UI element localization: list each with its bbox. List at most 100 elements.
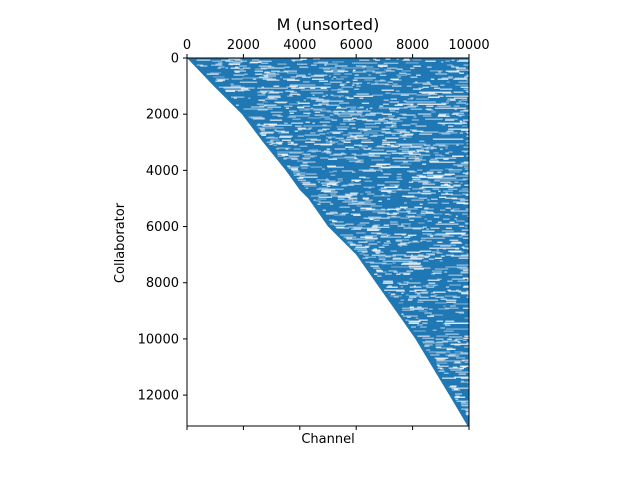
sparse-gap xyxy=(420,240,423,242)
sparse-gap xyxy=(296,173,301,175)
sparse-gap xyxy=(230,67,240,69)
sparse-gap xyxy=(454,351,463,353)
sparse-gap xyxy=(375,251,384,253)
sparse-gap xyxy=(383,281,394,283)
sparse-gap xyxy=(436,358,446,360)
sparse-gap xyxy=(452,366,458,368)
sparse-gap xyxy=(412,88,421,90)
sparse-gap xyxy=(260,62,269,64)
sparse-gap xyxy=(366,208,376,210)
sparse-gap xyxy=(281,131,289,133)
sparse-gap xyxy=(285,107,290,109)
sparse-gap xyxy=(459,121,466,123)
sparse-gap xyxy=(310,92,324,94)
sparse-gap xyxy=(383,173,392,175)
sparse-gap xyxy=(350,108,356,110)
sparse-gap xyxy=(450,369,462,371)
sparse-gap xyxy=(422,115,432,117)
sparse-gap xyxy=(311,78,325,80)
sparse-gap xyxy=(407,170,415,172)
sparse-gap xyxy=(435,344,444,346)
sparse-gap xyxy=(259,76,269,78)
sparse-gap xyxy=(466,79,469,81)
sparse-gap xyxy=(387,198,391,200)
sparse-gap xyxy=(332,95,344,97)
sparse-gap xyxy=(298,179,306,181)
sparse-gap xyxy=(392,79,402,81)
sparse-gap xyxy=(465,131,468,133)
sparse-gap xyxy=(467,215,469,217)
sparse-gap xyxy=(467,171,469,173)
sparse-gap xyxy=(378,107,408,109)
sparse-gap xyxy=(402,315,418,317)
sparse-gap xyxy=(303,125,332,127)
sparse-gap xyxy=(314,143,333,145)
sparse-gap xyxy=(430,158,438,160)
sparse-gap xyxy=(431,111,436,113)
sparse-gap xyxy=(344,193,358,195)
sparse-gap xyxy=(297,128,311,130)
sparse-gap xyxy=(456,144,459,146)
sparse-gap xyxy=(465,75,469,77)
sparse-gap xyxy=(399,72,407,74)
sparse-gap xyxy=(375,269,382,271)
sparse-gap xyxy=(351,228,362,230)
sparse-gap xyxy=(462,277,469,279)
sparse-gap xyxy=(460,162,469,164)
sparse-gap xyxy=(425,284,439,286)
sparse-gap xyxy=(391,152,413,154)
sparse-gap xyxy=(270,139,280,141)
sparse-gap xyxy=(285,90,294,92)
sparse-gap xyxy=(453,164,469,166)
sparse-gap xyxy=(407,299,413,301)
sparse-gap xyxy=(296,101,300,103)
sparse-gap xyxy=(348,197,358,199)
sparse-gap xyxy=(422,190,431,192)
sparse-gap xyxy=(403,58,410,60)
sparse-gap xyxy=(463,337,469,339)
sparse-gap xyxy=(409,171,417,173)
sparse-gap xyxy=(299,66,309,68)
sparse-gap xyxy=(329,154,343,156)
sparse-gap xyxy=(294,139,307,141)
sparse-gap xyxy=(437,105,451,107)
sparse-gap xyxy=(412,240,418,242)
sparse-gap xyxy=(353,69,356,71)
sparse-gap xyxy=(419,154,431,156)
sparse-gap xyxy=(356,205,362,207)
sparse-gap xyxy=(382,113,392,115)
sparse-gap xyxy=(420,326,427,328)
sparse-gap xyxy=(399,113,407,115)
sparse-gap xyxy=(331,69,345,71)
sparse-gap xyxy=(289,84,316,86)
sparse-gap xyxy=(418,87,424,89)
sparse-gap xyxy=(259,132,274,134)
sparse-gap xyxy=(357,250,368,252)
sparse-gap xyxy=(442,340,460,342)
sparse-gap xyxy=(280,76,283,78)
sparse-gap xyxy=(456,357,466,359)
sparse-gap xyxy=(287,95,293,97)
sparse-gap xyxy=(351,127,356,129)
sparse-gap xyxy=(284,66,290,68)
sparse-gap xyxy=(429,247,460,249)
sparse-gap xyxy=(368,187,371,189)
sparse-gap xyxy=(381,190,392,192)
sparse-gap xyxy=(330,114,334,116)
sparse-gap xyxy=(437,115,450,117)
sparse-gap xyxy=(445,118,458,120)
sparse-gap xyxy=(332,184,339,186)
sparse-gap xyxy=(435,143,464,145)
sparse-gap xyxy=(251,106,265,108)
sparse-gap xyxy=(459,72,464,74)
sparse-gap xyxy=(365,126,379,128)
sparse-gap xyxy=(261,134,266,136)
sparse-gap xyxy=(345,237,353,239)
sparse-gap xyxy=(421,92,435,94)
sparse-gap xyxy=(448,182,453,184)
sparse-gap xyxy=(350,243,356,245)
sparse-gap xyxy=(462,172,469,174)
sparse-gap xyxy=(323,191,338,193)
sparse-gap xyxy=(423,260,429,262)
sparse-gap xyxy=(393,271,399,273)
